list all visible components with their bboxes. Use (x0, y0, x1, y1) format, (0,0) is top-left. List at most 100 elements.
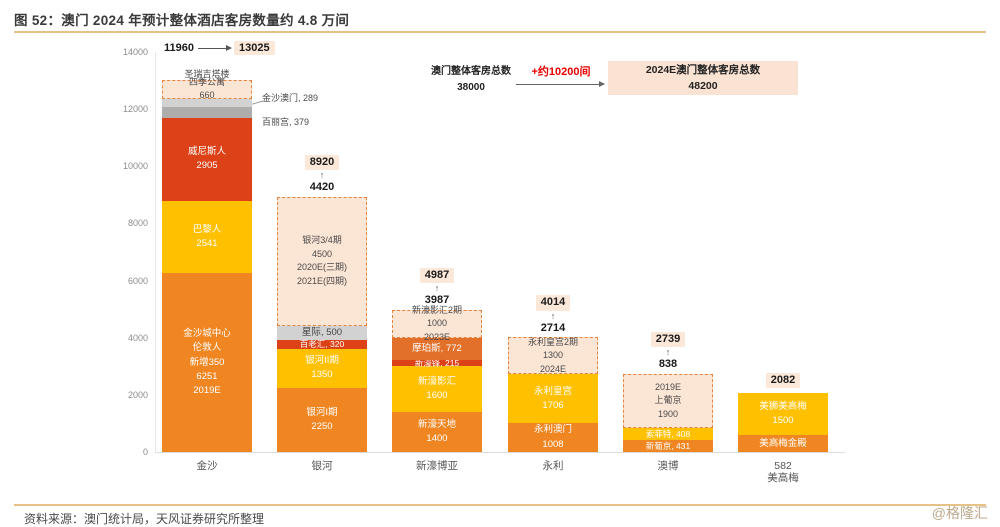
segment-note: 圣瑞吉塔楼 (184, 68, 230, 79)
bar-segment: 新濠影汇2期 1000 2023E (392, 305, 482, 342)
category-label: 澳博 (613, 460, 723, 472)
segment-callout: 金沙澳门, 289 (262, 92, 319, 103)
segment-label: 1008 (542, 438, 564, 450)
bar-segment: 银河II期 1350 (277, 349, 367, 388)
up-arrow-icon: ↑ (319, 170, 325, 181)
bar-segment: 新葡京, 431 (623, 439, 713, 452)
segment-label: 新葡京, 431 (645, 440, 691, 451)
bar-segment: 摩珀斯, 772 (392, 338, 482, 361)
flow-projected-value: 48200 (688, 80, 718, 92)
bar-top-labels: 2739 ↑ 838 (623, 331, 713, 371)
bar-segment: 美高梅金殿 (738, 435, 828, 452)
bar-segment (162, 106, 252, 118)
bar-segment: 百老汇, 320 (277, 339, 367, 350)
bar-segment: 威尼斯人 2905 (162, 117, 252, 201)
bar-segment: 2019E 上葡京 1900 (623, 373, 713, 429)
bar-segment: 巴黎人 2541 (162, 200, 252, 274)
bar-segment: 银河I期 2250 (277, 387, 367, 452)
segment-label: 新濠影汇 (417, 375, 456, 387)
flow-current-label: 澳门整体客房总数 (431, 66, 511, 77)
bar-top-labels: 4014 ↑ 2714 (508, 295, 598, 334)
segment-label: 2250 (311, 420, 333, 432)
segment-label: 美高梅金殿 (759, 437, 807, 449)
bar-total-label: 8920 (304, 155, 340, 171)
segment-label: 百老汇, 320 (299, 339, 345, 350)
segment-label: 2019E (193, 385, 221, 397)
bar-segment (162, 98, 252, 107)
segment-label: 2021E(四期) (296, 275, 348, 286)
segment-label: 新濠天地 (417, 418, 456, 430)
segment-label: 1400 (426, 433, 448, 444)
bar-segment: 金沙城中心伦敦人新增350 6251 2019E (162, 273, 252, 452)
segment-label: 新濠锋, 215 (414, 357, 460, 368)
footer-rule (14, 504, 986, 506)
segment-label: 1706 (542, 399, 564, 411)
segment-label: 永利皇宫2期 (527, 336, 578, 347)
segment-label: 星际, 500 (301, 326, 343, 338)
segment-label: 银河II期 (305, 355, 339, 367)
segment-label: 上葡京 (654, 395, 682, 406)
bar-segment: 星际, 500 (277, 325, 367, 340)
category-name: 金沙 (196, 460, 218, 472)
flow-current-value: 38000 (457, 82, 485, 93)
flow-current-total: 澳门整体客房总数 38000 (426, 64, 516, 96)
segment-label: 巴黎人 (192, 223, 222, 235)
figure-title: 图 52：澳门 2024 年预计整体酒店客房数量约 4.8 万间 (14, 13, 350, 28)
y-axis-tick: 12000 (122, 104, 148, 115)
bar-segment: 新濠天地 1400 (392, 412, 482, 452)
segment-label: 新濠影汇2期 (411, 304, 462, 315)
bar-top-labels: 2082 (738, 372, 828, 388)
segment-label: 伦敦人 (192, 342, 222, 354)
bar-segment: 索菲特, 408 (623, 428, 713, 440)
bar-segment: 四季公寓 660 (162, 77, 252, 100)
right-arrow-icon (197, 44, 232, 51)
y-axis-tick: 8000 (127, 218, 148, 229)
category-name: 新濠博亚 (416, 460, 458, 472)
segment-label: 四季公寓 (188, 76, 225, 87)
category-label: 永利 (498, 460, 608, 472)
right-arrow-icon (516, 80, 605, 87)
segment-label: 摩珀斯, 772 (412, 342, 462, 354)
segment-label: 1500 (772, 414, 794, 426)
segment-label: 新增350 (189, 356, 225, 368)
flow-projected-total-box: 2024E澳门整体客房总数 48200 (608, 61, 798, 95)
up-arrow-icon: ↑ (550, 310, 556, 321)
bar-top-labels: 4987 ↑ 3987 (392, 267, 482, 307)
bar-segment: 永利皇宫 1706 (508, 374, 598, 424)
segment-label: 1000 (426, 318, 448, 329)
category-name: 银河 (311, 460, 333, 472)
y-axis-line (155, 52, 156, 452)
segment-label: 金沙城中心 (183, 328, 231, 340)
category-name: 永利 (542, 460, 564, 472)
segment-label: 2541 (196, 238, 218, 250)
bar-subtotal-label: 2714 (540, 321, 566, 334)
segment-label: 1300 (542, 350, 564, 361)
segment-label: 威尼斯人 (187, 146, 226, 158)
category-label: 582 美高梅 (728, 460, 838, 484)
flow-projected-label: 2024E澳门整体客房总数 (645, 63, 761, 76)
y-axis-tick: 4000 (127, 332, 148, 343)
y-axis-tick: 6000 (127, 275, 148, 286)
segment-label: 美狮美高梅 (759, 400, 807, 412)
flow-delta-label: +约10200间 (531, 66, 591, 78)
segment-label: 2905 (196, 160, 218, 172)
segment-label: 1350 (311, 369, 333, 381)
segment-label: 6251 (196, 370, 218, 382)
segment-label: 2020E(三期) (296, 262, 348, 273)
category-label: 银河 (267, 460, 377, 472)
bar-total-label: 2082 (765, 372, 801, 388)
bar-segment: 美狮美高梅 1500 (738, 392, 828, 436)
category-label: 新濠博亚 (382, 460, 492, 472)
bar-total-label: 13025 (233, 41, 275, 55)
segment-label: 银河I期 (306, 406, 338, 418)
source-note: 资料来源：澳门统计局，天风证券研究所整理 (24, 512, 265, 526)
bar-segment: 永利澳门 1008 (508, 423, 598, 452)
segment-callout: 百丽宫, 379 (262, 117, 310, 128)
watermark: @格隆汇 (931, 505, 988, 521)
y-axis-tick: 0 (142, 447, 148, 457)
segment-label: 永利澳门 (533, 424, 572, 436)
bar-total-label: 4987 (419, 267, 455, 283)
bar-total-label: 2739 (650, 331, 686, 347)
bar-subtotal-label: 11960 (164, 42, 194, 54)
